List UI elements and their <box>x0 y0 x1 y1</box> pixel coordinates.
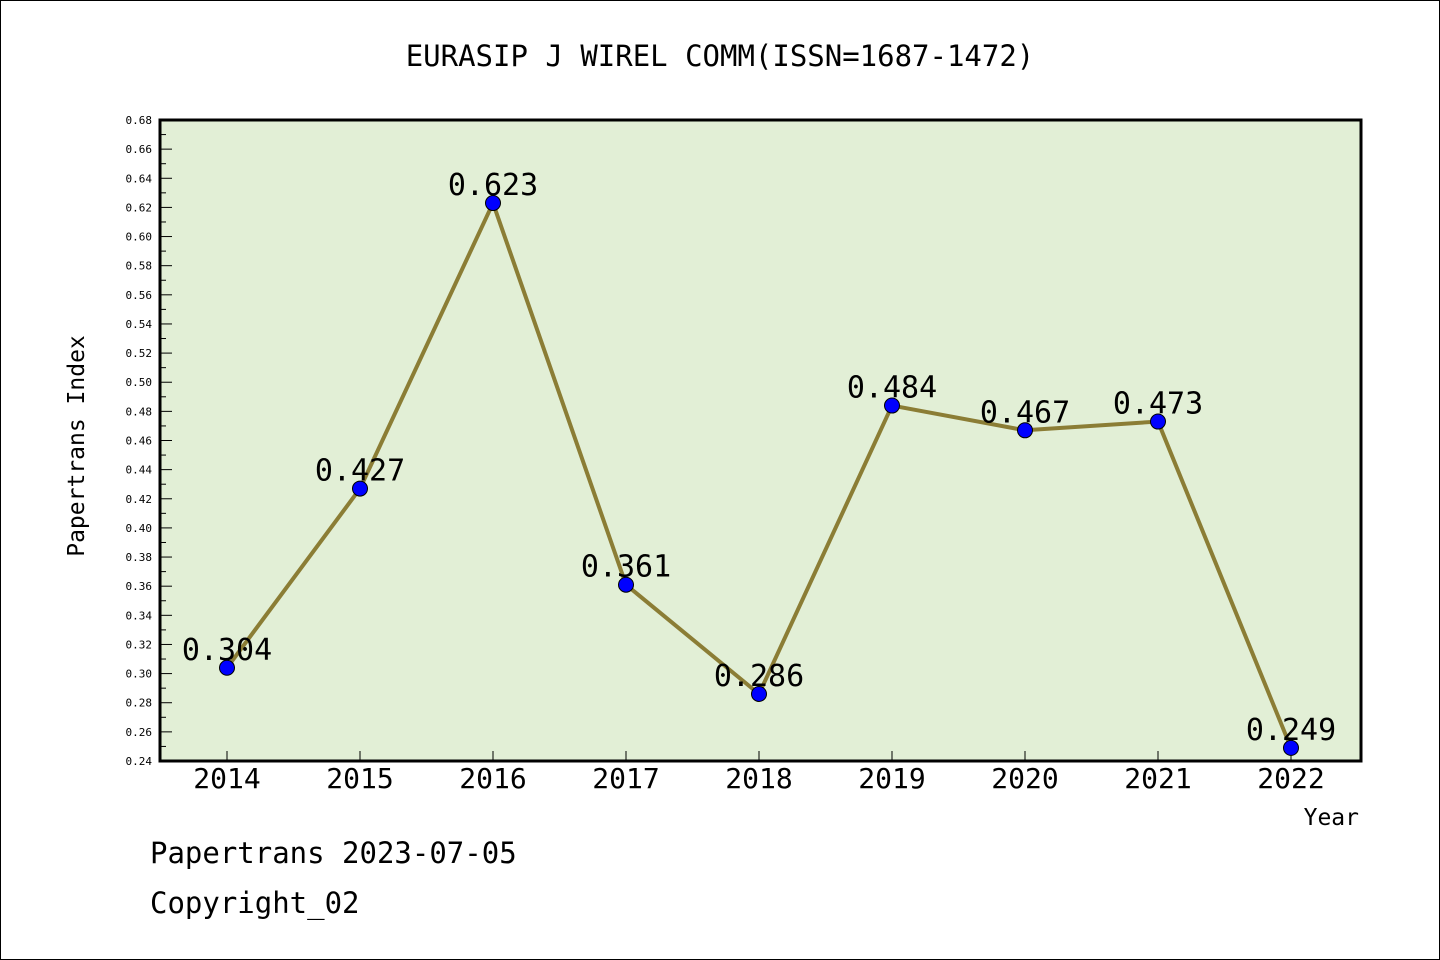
data-point <box>884 397 900 414</box>
chart-title: EURASIP J WIREL COMM(ISSN=1687-1472) <box>406 39 1035 73</box>
x-tick-label: 2017 <box>592 762 659 795</box>
y-tick-label: 0.52 <box>126 347 153 360</box>
data-point <box>618 576 634 593</box>
x-tick-label: 2016 <box>459 762 526 795</box>
y-tick-label: 0.62 <box>126 201 153 214</box>
y-tick-label: 0.54 <box>126 318 153 331</box>
y-tick-label: 0.64 <box>126 172 153 185</box>
y-tick-label: 0.34 <box>126 609 153 622</box>
y-tick-label: 0.46 <box>126 435 153 448</box>
y-tick-label: 0.66 <box>126 143 153 156</box>
series-layer: 0.304 0.427 0.623 0.361 0.286 0.484 0.467 0.473… <box>182 168 1336 756</box>
x-tick-label: 2014 <box>193 762 260 795</box>
x-tick-label: 2018 <box>725 762 792 795</box>
data-point <box>1150 413 1166 430</box>
data-label: 0.467 <box>980 395 1070 430</box>
data-point <box>352 480 368 497</box>
y-tick-label: 0.24 <box>126 755 153 768</box>
x-axis-title: Year <box>1304 805 1359 831</box>
y-tick-label: 0.56 <box>126 289 153 302</box>
data-label: 0.286 <box>714 659 804 694</box>
y-tick-label: 0.58 <box>126 260 153 273</box>
y-tick-label: 0.26 <box>126 726 153 739</box>
y-tick-label: 0.28 <box>126 697 153 710</box>
data-point <box>1017 422 1033 439</box>
data-label: 0.249 <box>1246 713 1336 748</box>
data-label: 0.361 <box>581 550 671 585</box>
y-tick-label: 0.48 <box>126 405 153 418</box>
x-tick-label: 2020 <box>991 762 1058 795</box>
y-tick-label: 0.42 <box>126 493 153 506</box>
x-tick-label: 2021 <box>1124 762 1191 795</box>
y-tick-label: 0.44 <box>126 464 153 477</box>
footer-copyright: Copyright_02 <box>150 886 360 920</box>
data-point <box>485 195 501 212</box>
data-label: 0.304 <box>182 633 272 668</box>
y-tick-label: 0.60 <box>126 231 153 244</box>
y-tick-label: 0.68 <box>126 114 153 127</box>
y-tick-label: 0.36 <box>126 580 153 593</box>
y-axis: 0.24 0.26 0.28 0.30 0.32 0.34 0.36 0.38 0.40 0.42… <box>126 114 172 768</box>
y-tick-label: 0.32 <box>126 638 153 651</box>
data-label: 0.427 <box>315 454 405 489</box>
y-axis-title: Papertrans Index <box>64 335 90 557</box>
data-label: 0.484 <box>847 371 937 406</box>
y-tick-label: 0.30 <box>126 668 153 681</box>
plot-area <box>158 118 1363 763</box>
x-axis: 2014 2015 2016 2017 2018 2019 2020 2021 2022 <box>193 751 1325 795</box>
y-tick-label: 0.38 <box>126 551 153 564</box>
y-tick-label: 0.40 <box>126 522 153 535</box>
footer-date: Papertrans 2023-07-05 <box>150 836 517 870</box>
data-point <box>1283 739 1299 756</box>
x-tick-label: 2019 <box>858 762 925 795</box>
data-point <box>751 685 767 702</box>
y-tick-label: 0.50 <box>126 376 153 389</box>
x-tick-label: 2022 <box>1257 762 1324 795</box>
x-tick-label: 2015 <box>326 762 393 795</box>
data-label: 0.623 <box>448 168 538 203</box>
data-point <box>219 659 235 676</box>
data-label: 0.473 <box>1113 387 1203 422</box>
